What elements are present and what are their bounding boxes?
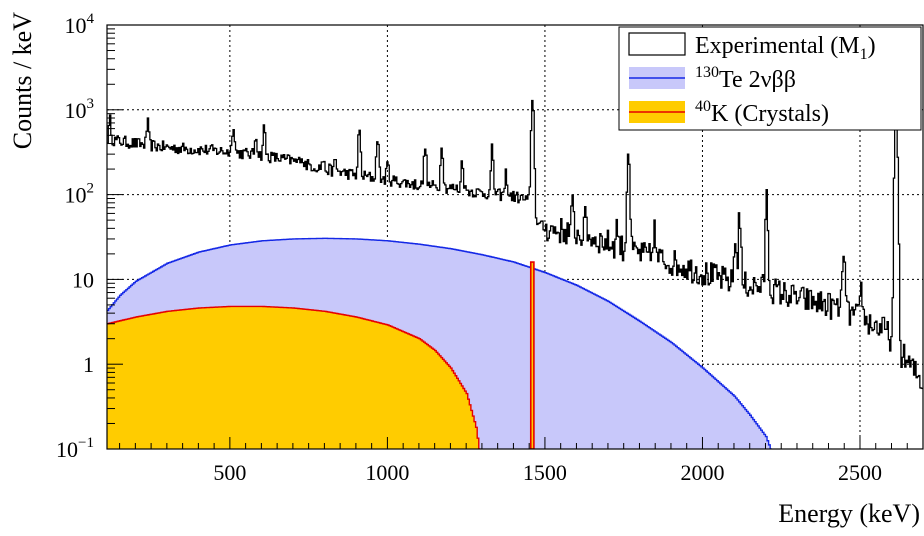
series-layer xyxy=(107,92,923,449)
y-tick-label: 102 xyxy=(65,181,95,208)
k40-fill xyxy=(107,306,481,449)
tick-layer xyxy=(107,28,924,450)
y-tick-label: 104 xyxy=(65,11,95,38)
legend-label-te130: 130Te 2νββ xyxy=(695,64,796,93)
y-axis-title: Counts / keV xyxy=(8,12,37,149)
x-tick-label: 2000 xyxy=(680,460,724,485)
y-tick-label: 10 xyxy=(72,267,94,292)
legend: Experimental (M1)130Te 2νββ 40K (Crystals… xyxy=(618,26,922,131)
label-layer: 500 1000 1500 2000 2500 10−1 1 10 102 103 104 xyxy=(56,11,882,485)
x-tick-label: 500 xyxy=(213,460,246,485)
experimental-line xyxy=(107,92,923,390)
y-tick-label: 103 xyxy=(65,96,95,123)
x-axis-title: Energy (keV) xyxy=(778,499,920,528)
y-tick-label: 10−1 xyxy=(56,435,94,462)
x-tick-label: 1000 xyxy=(365,460,409,485)
k40-peak xyxy=(529,261,535,449)
x-tick-label: 1500 xyxy=(523,460,567,485)
legend-label-experimental: Experimental (M1) xyxy=(695,33,876,63)
k40-line xyxy=(107,305,481,449)
legend-label-k40: 40K (Crystals) xyxy=(695,98,829,127)
legend-swatch-experimental xyxy=(628,32,686,56)
plot-frame xyxy=(106,24,924,450)
x-tick-label: 2500 xyxy=(838,460,882,485)
y-tick-label: 1 xyxy=(83,352,94,377)
te130-line xyxy=(107,237,772,449)
